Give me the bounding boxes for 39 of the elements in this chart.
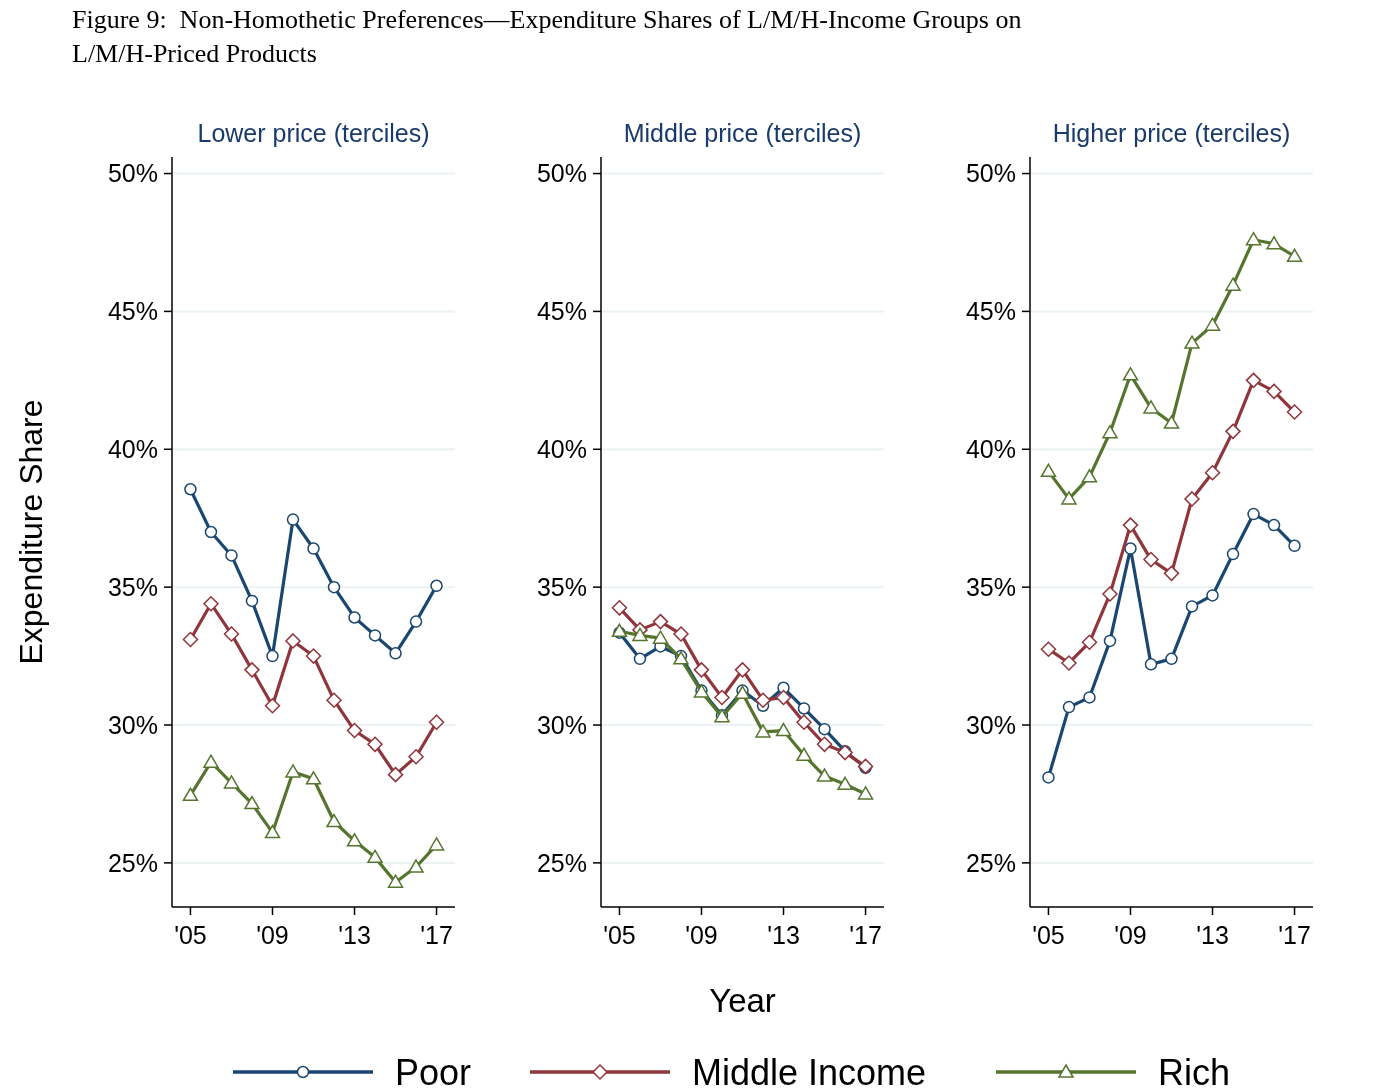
chart-title: Lower price (terciles) [197,119,430,147]
chart-title: Higher price (terciles) [1052,119,1291,147]
y-tick-label: 40% [965,435,1016,464]
y-tick-label: 50% [536,159,587,188]
y-tick-label: 50% [107,159,158,188]
y-tick-label: 45% [107,297,158,326]
y-tick-label: 30% [536,710,587,739]
y-tick-label: 25% [107,848,158,877]
legend-label: Poor [395,1051,472,1090]
x-tick-label: '09 [1114,921,1147,949]
x-tick-label: '09 [685,921,718,949]
y-tick-label: 25% [536,848,587,877]
y-axis-title: Expenditure Share [13,399,49,665]
y-tick-label: 35% [536,572,587,601]
y-tick-label: 40% [107,435,158,464]
x-tick-label: '05 [1032,921,1065,949]
x-tick-label: '05 [603,921,636,949]
y-tick-label: 35% [965,572,1016,601]
x-tick-label: '13 [767,921,800,949]
y-tick-label: 45% [965,297,1016,326]
x-tick-label: '17 [849,921,882,949]
y-tick-label: 45% [536,297,587,326]
x-axis-title: Year [709,982,776,1019]
y-tick-label: 25% [965,848,1016,877]
y-tick-label: 50% [965,159,1016,188]
chart-title: Middle price (terciles) [623,119,862,147]
x-tick-label: '13 [1196,921,1229,949]
x-tick-label: '17 [420,921,453,949]
caption: Figure 9: Non-Homothetic Preferences—Expenditure Shares of L/M/H-Income Groups on L/M/H-Priced Products [72,5,1022,68]
y-tick-label: 30% [107,710,158,739]
x-tick-label: '05 [174,921,207,949]
x-tick-label: '09 [256,921,289,949]
legend-label: Rich [1158,1051,1231,1090]
y-tick-label: 40% [536,435,587,464]
x-tick-label: '17 [1278,921,1311,949]
y-tick-label: 30% [965,710,1016,739]
legend-label: Middle Income [692,1051,927,1090]
y-tick-label: 35% [107,572,158,601]
x-tick-label: '13 [338,921,371,949]
